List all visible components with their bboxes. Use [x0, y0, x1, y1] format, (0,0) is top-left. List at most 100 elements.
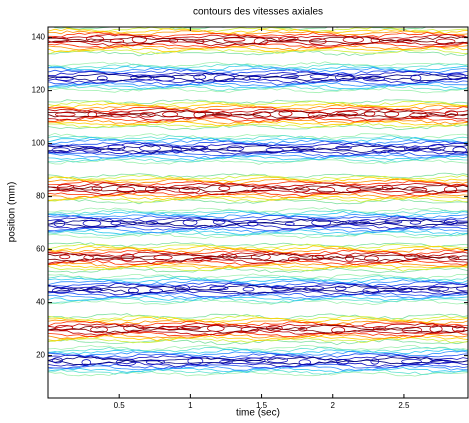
- x-tick-label: 2: [331, 401, 336, 410]
- contour-line: [48, 267, 468, 274]
- contour-line: [48, 348, 468, 355]
- contour-eddy: [292, 146, 315, 152]
- contour-line: [48, 295, 468, 302]
- contour-line: [48, 319, 468, 325]
- contour-eddy: [250, 253, 271, 261]
- y-tick-label: 60: [36, 245, 45, 254]
- contour-eddy: [226, 145, 244, 152]
- contour-eddy: [244, 357, 266, 364]
- contour-eddy: [444, 110, 459, 117]
- contour-line: [48, 352, 468, 359]
- contour-eddy: [180, 325, 201, 330]
- contour-eddy: [190, 145, 209, 151]
- contour-eddy: [384, 110, 400, 118]
- contour-line: [48, 44, 468, 51]
- contour-eddy: [209, 286, 229, 291]
- contour-line: [48, 344, 468, 352]
- contour-line: [48, 261, 468, 268]
- contour-eddy: [219, 359, 233, 365]
- contour-eddy: [293, 186, 311, 193]
- contour-eddy: [175, 284, 191, 292]
- contour-eddy: [213, 74, 236, 83]
- contour-line: [48, 182, 468, 189]
- contour-eddy: [81, 359, 92, 366]
- contour-eddy: [252, 111, 272, 118]
- contour-eddy: [116, 186, 135, 192]
- contour-eddy: [311, 219, 332, 227]
- y-tick-label: 40: [36, 298, 45, 307]
- contour-eddy: [59, 254, 71, 260]
- contour-eddy: [403, 146, 421, 151]
- contour-line: [48, 144, 468, 151]
- contour-eddy: [410, 187, 428, 192]
- contour-line: [48, 192, 468, 199]
- y-axis-label: position (mm): [7, 182, 18, 243]
- contour-line: [48, 363, 468, 370]
- contour-eddy: [336, 358, 349, 366]
- contour-eddy: [401, 326, 423, 334]
- contour-eddy: [218, 185, 231, 191]
- contour-eddy: [253, 37, 269, 46]
- contour-eddy: [370, 37, 381, 44]
- contour-line: [48, 132, 468, 140]
- contour-eddy: [427, 286, 449, 292]
- contour-eddy: [267, 357, 289, 364]
- contour-eddy: [82, 147, 102, 154]
- contour-line: [48, 320, 468, 327]
- contour-line: [48, 249, 468, 256]
- contour-line: [48, 63, 468, 70]
- contour-eddy: [298, 327, 308, 332]
- contour-line: [48, 30, 468, 36]
- contour-line: [48, 152, 468, 160]
- contour-eddy: [348, 220, 370, 225]
- contour-eddy: [128, 287, 139, 294]
- contour-line: [48, 337, 468, 344]
- contour-eddy: [153, 75, 176, 82]
- contour-line: [48, 158, 468, 165]
- axes-frame: [47, 26, 469, 399]
- contour-eddy: [54, 112, 76, 117]
- contour-line: [48, 176, 468, 183]
- contour-eddy: [364, 255, 379, 262]
- contour-eddy: [307, 111, 329, 119]
- contour-line: [48, 225, 468, 232]
- contour-line: [48, 291, 468, 298]
- contour-eddy: [54, 324, 74, 331]
- contour-eddy: [311, 254, 325, 261]
- contour-line: [48, 230, 468, 237]
- contour-eddy: [91, 185, 103, 192]
- contour-line: [48, 245, 468, 252]
- contour-line: [48, 253, 468, 260]
- contour-line: [48, 327, 468, 334]
- contour-eddy: [362, 75, 386, 82]
- contour-eddy: [145, 359, 166, 365]
- x-tick-label: 0.5: [114, 401, 126, 410]
- contour-eddy: [178, 186, 200, 194]
- contour-eddy: [85, 287, 103, 293]
- contour-eddy: [221, 253, 238, 260]
- contour-line: [48, 281, 468, 288]
- contour-eddy: [331, 326, 346, 334]
- contour-eddy: [346, 187, 362, 193]
- contour-line: [48, 178, 468, 185]
- contour-eddy: [211, 111, 233, 118]
- contour-eddy: [271, 286, 292, 292]
- contour-line: [48, 124, 468, 131]
- y-tick-label: 100: [32, 139, 46, 148]
- contour-eddy: [265, 325, 283, 332]
- x-axis-label: time (sec): [236, 408, 280, 419]
- contour-eddy: [158, 326, 179, 330]
- contour-eddy: [139, 144, 161, 152]
- x-tick-label: 1: [188, 401, 193, 410]
- contour-line: [48, 149, 468, 155]
- contour-eddy: [363, 110, 376, 117]
- contour-line: [48, 299, 468, 306]
- contour-eddy: [139, 111, 156, 118]
- contour-eddy: [370, 358, 380, 365]
- contour-eddy: [452, 325, 465, 333]
- contour-eddy: [336, 111, 358, 117]
- contour-line: [48, 187, 468, 194]
- contour-eddy: [145, 185, 158, 193]
- contour-line: [48, 50, 468, 57]
- contour-eddy: [278, 110, 293, 117]
